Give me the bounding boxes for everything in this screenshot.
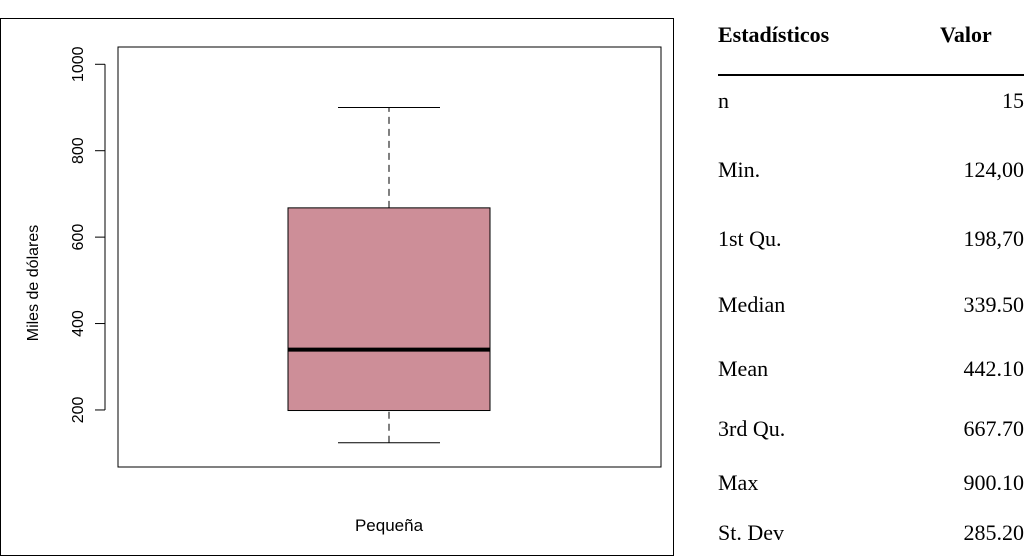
table-row: Mean 442.10 — [718, 356, 1024, 396]
header-statistics: Estadísticos — [718, 22, 830, 47]
boxplot-chart: 200 400 600 800 1000 Miles de dólares Pequeñ… — [0, 18, 674, 556]
iqr-box — [287, 207, 491, 412]
y-tick-label: 1000 — [70, 46, 87, 82]
y-axis: 200 400 600 800 1000 — [70, 46, 106, 424]
row-value: 442.10 — [963, 356, 1024, 381]
row-value: 285.20 — [963, 520, 1024, 545]
table-row: St. Dev 285.20 — [718, 520, 1024, 560]
row-label: St. Dev — [718, 520, 784, 545]
y-tick-label: 600 — [70, 224, 87, 251]
row-value: 15 — [1002, 88, 1024, 113]
header-value: Valor — [940, 22, 992, 47]
category-label: Pequeña — [355, 516, 424, 535]
y-axis-label: Miles de dólares — [25, 225, 42, 342]
row-value: 667.70 — [963, 416, 1024, 441]
table-row: 3rd Qu. 667.70 — [718, 416, 1024, 456]
row-label: Mean — [718, 356, 769, 381]
row-label: Median — [718, 292, 786, 317]
plot-marks — [287, 106, 491, 444]
table-row: Median 339.50 — [718, 292, 1024, 332]
boxplot-svg: 200 400 600 800 1000 Miles de dólares Pequeñ… — [25, 46, 662, 535]
row-value: 900.10 — [963, 470, 1024, 495]
table-row: Min. 124,00 — [718, 157, 1024, 197]
row-label: Min. — [718, 157, 761, 182]
plot-frame — [117, 46, 662, 468]
row-label: Max — [718, 470, 759, 495]
y-tick-label: 800 — [70, 137, 87, 164]
row-value: 198,70 — [963, 226, 1024, 251]
y-tick-label: 200 — [70, 397, 87, 424]
row-label: 1st Qu. — [718, 226, 782, 251]
table-row: Max 900.10 — [718, 470, 1024, 510]
row-label: n — [718, 88, 729, 113]
row-value: 339.50 — [963, 292, 1024, 317]
y-tick-label: 400 — [70, 310, 87, 337]
row-value: 124,00 — [963, 157, 1024, 182]
table-row: 1st Qu. 198,70 — [718, 226, 1024, 266]
stats-table: Estadísticos Valor n 15 Min. 124,00 1st … — [718, 0, 1024, 560]
table-row: n 15 — [718, 88, 1024, 128]
row-label: 3rd Qu. — [718, 416, 786, 441]
table-header: Estadísticos Valor — [718, 14, 1024, 76]
